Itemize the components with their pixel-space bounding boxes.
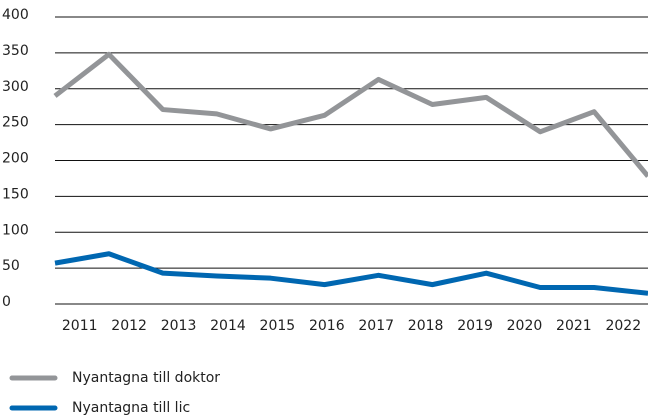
- y-tick-label: 400: [2, 7, 29, 23]
- y-tick-label: 0: [2, 294, 11, 310]
- x-tick-label: 2014: [210, 318, 246, 334]
- x-tick-label: 2011: [62, 318, 98, 334]
- x-tick-label: 2012: [111, 318, 147, 334]
- x-tick-label: 2021: [556, 318, 592, 334]
- x-tick-label: 2022: [605, 318, 641, 334]
- y-tick-label: 300: [2, 79, 29, 95]
- data-line: [53, 51, 648, 178]
- x-tick-label: 2016: [309, 318, 345, 334]
- y-tick-label: 150: [2, 186, 29, 202]
- x-tick-label: 2018: [408, 318, 444, 334]
- legend-label: Nyantagna till doktor: [72, 370, 220, 386]
- data-line: [54, 251, 648, 296]
- x-tick-label: 2019: [457, 318, 493, 334]
- y-tick-label: 100: [2, 222, 29, 238]
- legend-label: Nyantagna till lic: [72, 400, 190, 416]
- x-tick-label: 2013: [161, 318, 197, 334]
- y-tick-label: 50: [2, 258, 20, 274]
- y-tick-label: 250: [2, 115, 29, 131]
- x-tick-label: 2020: [507, 318, 543, 334]
- x-tick-label: 2017: [358, 318, 394, 334]
- y-tick-label: 200: [2, 151, 29, 167]
- y-tick-label: 350: [2, 43, 29, 59]
- x-tick-label: 2015: [260, 318, 296, 334]
